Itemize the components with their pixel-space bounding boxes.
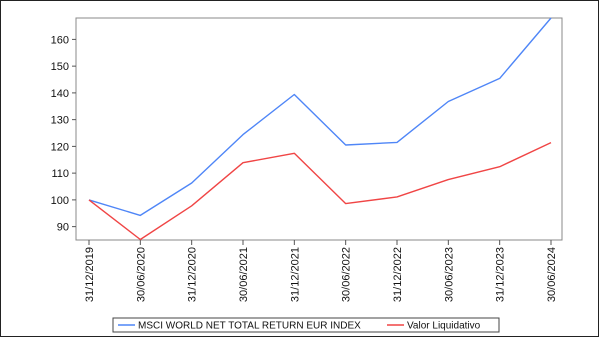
y-tick-label: 110 xyxy=(51,168,69,180)
plot-area xyxy=(75,17,563,241)
x-tick-label: 30/06/2023 xyxy=(443,247,455,302)
y-tick-label: 100 xyxy=(51,195,69,207)
x-tick-label: 31/12/2021 xyxy=(289,247,301,302)
y-tick-label: 90 xyxy=(57,222,69,234)
legend-box xyxy=(112,317,500,333)
x-tick-label: 30/06/2022 xyxy=(341,247,353,302)
series-line-0 xyxy=(88,17,552,217)
series-layer xyxy=(88,17,552,241)
x-tick-label: 30/06/2024 xyxy=(546,247,558,302)
y-tick-label: 130 xyxy=(51,115,69,127)
series-line-1 xyxy=(88,141,552,241)
legend: MSCI WORLD NET TOTAL RETURN EUR INDEX Va… xyxy=(112,317,500,333)
y-axis: 90 100 110 120 130 140 150 160 xyxy=(51,34,76,234)
y-tick-label: 140 xyxy=(51,88,69,100)
x-axis: 31/12/2019 30/06/2020 31/12/2020 30/06/2021… xyxy=(84,240,558,302)
x-tick-label: 30/06/2021 xyxy=(238,247,250,302)
legend-label-msci: MSCI WORLD NET TOTAL RETURN EUR INDEX xyxy=(138,321,361,332)
x-tick-label: 31/12/2023 xyxy=(495,247,507,302)
x-tick-label: 31/12/2022 xyxy=(392,247,404,302)
y-tick-label: 160 xyxy=(51,34,69,46)
x-tick-label: 31/12/2020 xyxy=(187,247,199,302)
legend-label-valor-liquidativo: Valor Liquidativo xyxy=(407,321,481,332)
y-tick-label: 150 xyxy=(51,61,69,73)
x-tick-label: 30/06/2020 xyxy=(135,247,147,302)
x-tick-label: 31/12/2019 xyxy=(84,247,96,302)
y-tick-label: 120 xyxy=(51,141,69,153)
